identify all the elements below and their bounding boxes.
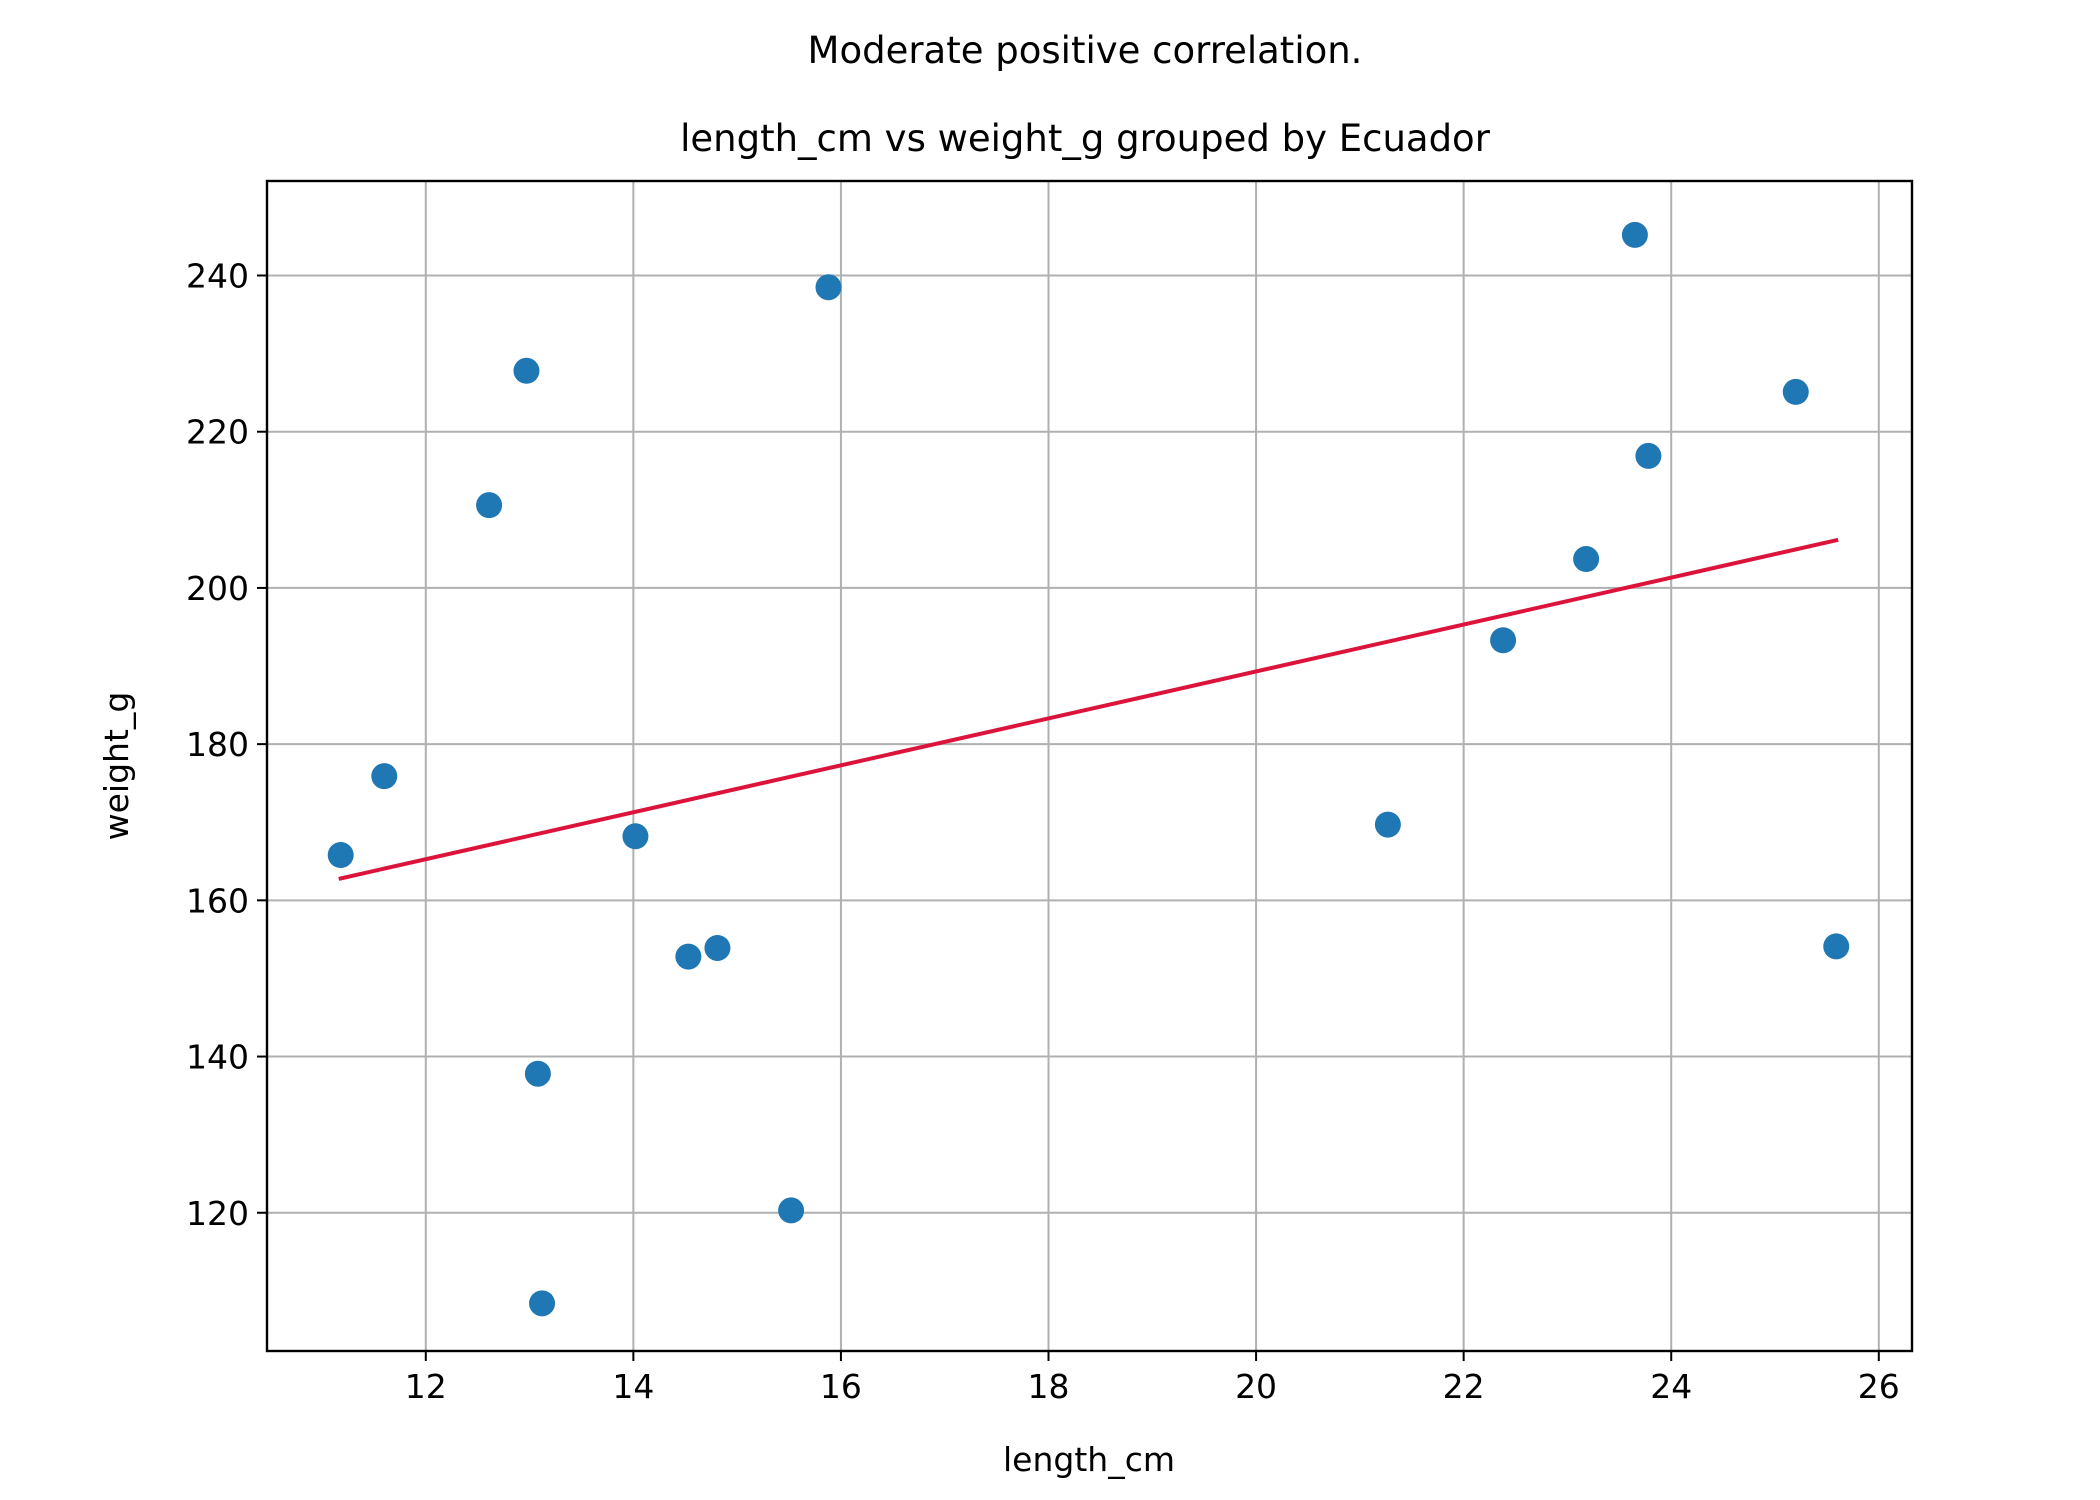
y-axis-label: weight_g — [97, 692, 136, 841]
scatter-point — [778, 1197, 805, 1224]
x-axis-label: length_cm — [1003, 1440, 1175, 1479]
y-tick-label: 180 — [186, 725, 249, 764]
grid — [267, 181, 1912, 1351]
x-tick-label: 12 — [405, 1367, 447, 1406]
scatter-point — [524, 1060, 551, 1087]
x-tick-label: 18 — [1028, 1367, 1070, 1406]
x-axis-ticks: 12 14 16 18 20 22 24 26 — [405, 1351, 1900, 1406]
chart-suptitle: Moderate positive correlation. — [808, 29, 1363, 72]
scatter-point — [371, 763, 398, 790]
scatter-point — [815, 274, 842, 301]
scatter-point — [513, 357, 540, 384]
y-tick-label: 200 — [186, 569, 249, 608]
chart-title: length_cm vs weight_g grouped by Ecuador — [680, 117, 1491, 160]
trend-line — [338, 537, 1839, 881]
x-tick-label: 14 — [612, 1367, 654, 1406]
x-tick-label: 24 — [1650, 1367, 1692, 1406]
scatter-point — [704, 934, 731, 961]
scatter-point — [1782, 378, 1809, 405]
scatter-point — [1621, 221, 1648, 248]
scatter-point — [1573, 546, 1600, 573]
scatter-point — [1490, 627, 1517, 654]
scatter-point — [675, 943, 702, 970]
y-tick-label: 220 — [186, 413, 249, 452]
plot-frame — [265, 179, 1914, 1353]
x-tick-label: 26 — [1858, 1367, 1900, 1406]
y-tick-label: 160 — [186, 881, 249, 920]
scatter-point — [1635, 442, 1662, 469]
scatter-point — [1823, 933, 1850, 960]
x-tick-label: 20 — [1235, 1367, 1277, 1406]
scatter-point — [476, 492, 503, 519]
x-tick-label: 16 — [820, 1367, 862, 1406]
scatter-point — [529, 1290, 556, 1317]
y-tick-label: 140 — [186, 1038, 249, 1077]
y-tick-label: 240 — [186, 257, 249, 296]
x-tick-label: 22 — [1443, 1367, 1485, 1406]
y-tick-label: 120 — [186, 1194, 249, 1233]
scatter-points — [327, 221, 1850, 1317]
scatter-point — [327, 842, 354, 869]
y-axis-ticks: 120 140 160 180 200 220 240 — [186, 257, 267, 1233]
scatter-point — [1374, 811, 1401, 838]
trend-line-layer — [338, 537, 1839, 881]
scatter-point — [622, 823, 649, 850]
